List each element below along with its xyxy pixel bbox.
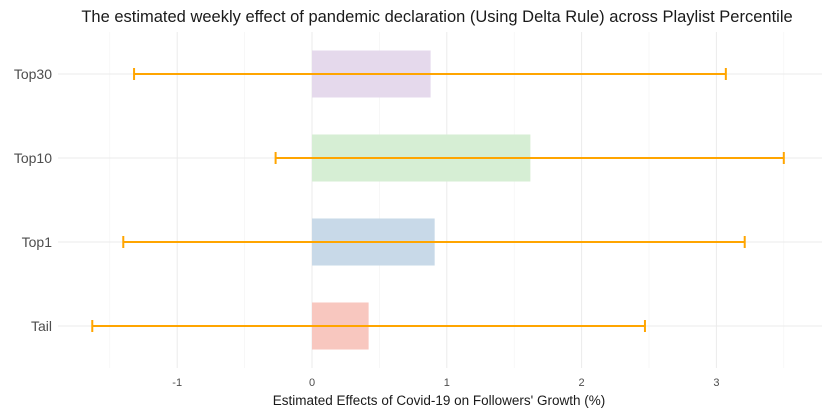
x-tick-label: 0 (309, 377, 315, 389)
error-bar-top1 (122, 236, 746, 248)
x-axis-label: Estimated Effects of Covid-19 on Followe… (273, 393, 605, 408)
chart-title: The estimated weekly effect of pandemic … (81, 8, 792, 26)
grid (58, 32, 822, 368)
x-tick-label: -1 (172, 377, 182, 389)
error-bar-top10 (274, 152, 785, 164)
y-axis-ticks: Tail Top1 Top10 Top30 (14, 66, 52, 334)
x-tick-label: 2 (579, 377, 585, 389)
x-tick-label: 3 (713, 377, 719, 389)
y-tick-label: Top10 (14, 150, 52, 166)
error-bar-top30 (133, 68, 727, 80)
x-axis-ticks: -1 0 1 2 3 (172, 377, 719, 389)
bars (312, 50, 531, 350)
y-tick-label: Tail (31, 318, 52, 334)
x-tick-label: 1 (444, 377, 450, 389)
y-tick-label: Top30 (14, 66, 52, 82)
y-tick-label: Top1 (22, 234, 53, 250)
error-bars (91, 68, 785, 332)
error-bar-tail (91, 320, 646, 332)
